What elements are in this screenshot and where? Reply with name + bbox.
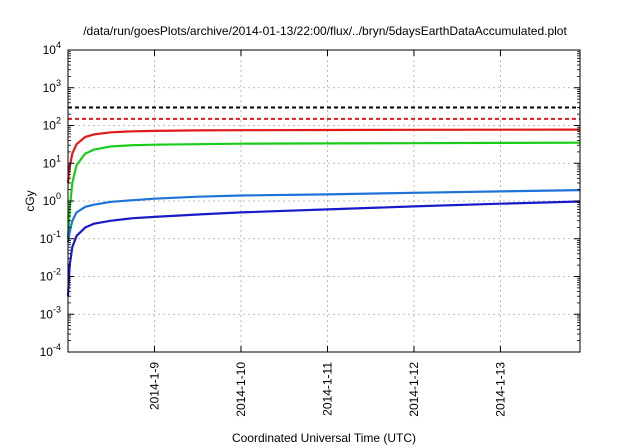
x-tick-label: 2014-1-12	[407, 362, 421, 417]
chart-title: /data/run/goesPlots/archive/2014-01-13/2…	[83, 24, 567, 38]
series-line	[66, 189, 581, 243]
x-tick-label: 2014-1-13	[493, 362, 507, 417]
y-tick-label: 103	[43, 78, 61, 95]
x-tick-label: 2014-1-9	[147, 362, 161, 410]
series-line	[66, 200, 581, 297]
y-tick-label: 100	[43, 191, 61, 208]
data-series	[66, 128, 581, 297]
y-axis: 10-4 10-3 10-2 10-1 100 101 102 103 104	[40, 40, 580, 359]
y-tick-label: 10-4	[40, 342, 61, 359]
y-tick-label: 104	[43, 40, 61, 57]
x-axis: 2014-1-9 2014-1-10 2014-1-11 2014-1-12 2014-…	[147, 50, 507, 417]
series-line	[66, 128, 581, 184]
x-axis-label: Coordinated Universal Time (UTC)	[232, 431, 416, 445]
y-tick-label: 10-1	[40, 229, 61, 246]
y-tick-label: 102	[43, 116, 61, 133]
grid	[68, 50, 580, 352]
y-axis-label: cGy	[23, 190, 37, 211]
series-line	[66, 141, 581, 239]
x-tick-label: 2014-1-11	[320, 362, 334, 416]
y-tick-label: 10-2	[40, 267, 61, 284]
y-tick-label: 101	[43, 153, 61, 170]
x-tick-label: 2014-1-10	[234, 362, 248, 417]
y-tick-label: 10-3	[40, 304, 61, 321]
threshold-lines	[68, 106, 580, 120]
